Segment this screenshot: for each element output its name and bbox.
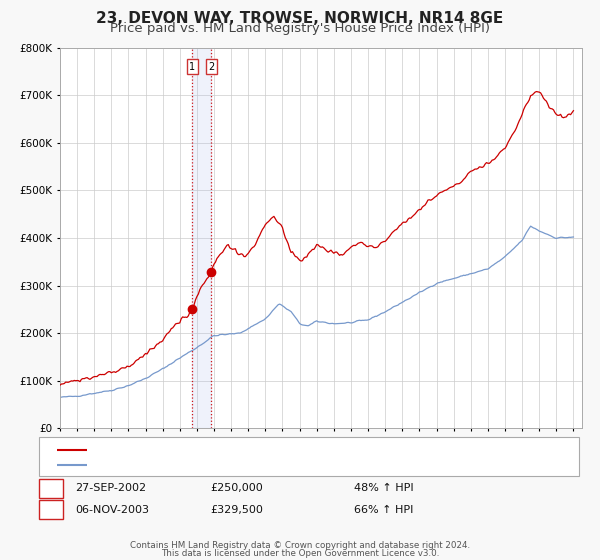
Text: Contains HM Land Registry data © Crown copyright and database right 2024.: Contains HM Land Registry data © Crown c… bbox=[130, 541, 470, 550]
Text: £329,500: £329,500 bbox=[210, 505, 263, 515]
Text: 48% ↑ HPI: 48% ↑ HPI bbox=[354, 483, 413, 493]
Text: 1: 1 bbox=[47, 483, 55, 493]
Text: 23, DEVON WAY, TROWSE, NORWICH, NR14 8GE: 23, DEVON WAY, TROWSE, NORWICH, NR14 8GE bbox=[97, 11, 503, 26]
Text: HPI: Average price, detached house, South Norfolk: HPI: Average price, detached house, Sout… bbox=[93, 460, 345, 470]
Text: 27-SEP-2002: 27-SEP-2002 bbox=[75, 483, 146, 493]
Bar bbox=[192, 48, 211, 428]
Text: 23, DEVON WAY, TROWSE, NORWICH, NR14 8GE (detached house): 23, DEVON WAY, TROWSE, NORWICH, NR14 8GE… bbox=[93, 445, 425, 455]
Text: 66% ↑ HPI: 66% ↑ HPI bbox=[354, 505, 413, 515]
Text: Price paid vs. HM Land Registry's House Price Index (HPI): Price paid vs. HM Land Registry's House … bbox=[110, 22, 490, 35]
Text: 1: 1 bbox=[189, 62, 196, 72]
Text: £250,000: £250,000 bbox=[210, 483, 263, 493]
Text: 06-NOV-2003: 06-NOV-2003 bbox=[75, 505, 149, 515]
Text: 2: 2 bbox=[208, 62, 214, 72]
Text: This data is licensed under the Open Government Licence v3.0.: This data is licensed under the Open Gov… bbox=[161, 549, 439, 558]
Text: 2: 2 bbox=[47, 505, 55, 515]
